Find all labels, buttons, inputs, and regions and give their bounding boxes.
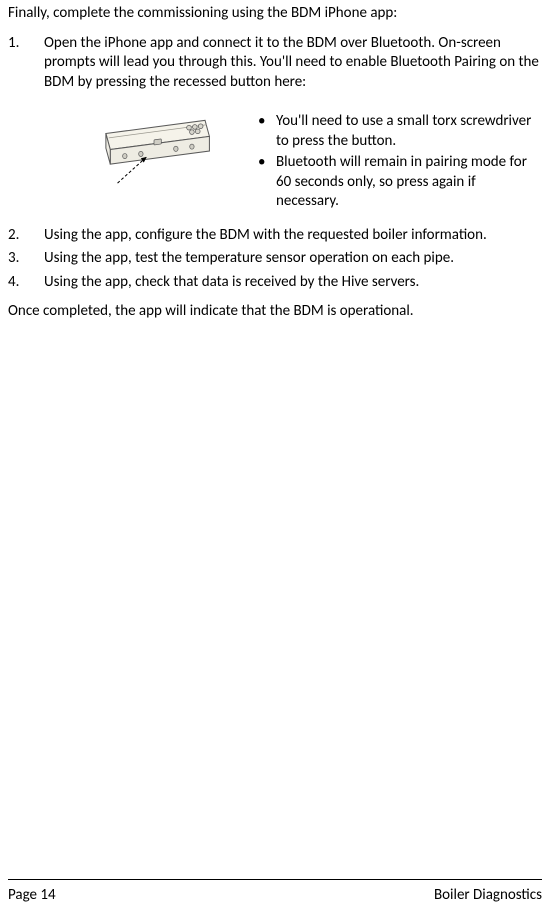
lid-button xyxy=(195,129,200,134)
front-port xyxy=(190,144,194,149)
step-1-number: 1. xyxy=(8,34,44,103)
step-4: 4. Using the app, check that data is rec… xyxy=(8,273,542,293)
front-port xyxy=(154,139,161,145)
step-2-text: Using the app, configure the BDM with th… xyxy=(44,226,542,246)
step-3: 3. Using the app, test the temperature s… xyxy=(8,249,542,269)
lid-button xyxy=(198,124,203,129)
step-1: 1. Open the iPhone app and connect it to… xyxy=(8,34,542,103)
front-port xyxy=(139,151,143,156)
step-2-number: 2. xyxy=(8,226,44,246)
main-steps-cont: 2. Using the app, configure the BDM with… xyxy=(8,226,542,293)
footer-page-number: Page 14 xyxy=(8,886,56,906)
page-footer: Page 14 Boiler Diagnostics xyxy=(8,879,542,906)
bdm-device-illustration xyxy=(74,116,234,186)
note-1: You'll need to use a small torx screwdri… xyxy=(256,112,542,151)
intro-text: Finally, complete the commissioning usin… xyxy=(8,4,542,24)
note-1-text: You'll need to use a small torx screwdri… xyxy=(276,112,542,151)
step-2: 2. Using the app, configure the BDM with… xyxy=(8,226,542,246)
lid-button xyxy=(187,125,192,130)
conclusion-text: Once completed, the app will indicate th… xyxy=(8,302,542,322)
step-4-number: 4. xyxy=(8,273,44,293)
step-3-text: Using the app, test the temperature sens… xyxy=(44,249,542,269)
footer-doc-title: Boiler Diagnostics xyxy=(434,886,542,906)
front-port xyxy=(174,146,178,151)
step-1-text: Open the iPhone app and connect it to th… xyxy=(44,34,542,93)
front-port xyxy=(123,154,127,159)
step-4-text: Using the app, check that data is receiv… xyxy=(44,273,542,293)
main-steps: 1. Open the iPhone app and connect it to… xyxy=(8,34,542,103)
device-figure xyxy=(8,112,256,193)
figure-notes: You'll need to use a small torx screwdri… xyxy=(256,112,542,214)
lid-button xyxy=(193,125,198,130)
note-2: Bluetooth will remain in pairing mode fo… xyxy=(256,153,542,212)
figure-row: You'll need to use a small torx screwdri… xyxy=(8,112,542,214)
step-3-number: 3. xyxy=(8,249,44,269)
note-2-text: Bluetooth will remain in pairing mode fo… xyxy=(276,153,542,212)
lid-button xyxy=(190,130,195,135)
